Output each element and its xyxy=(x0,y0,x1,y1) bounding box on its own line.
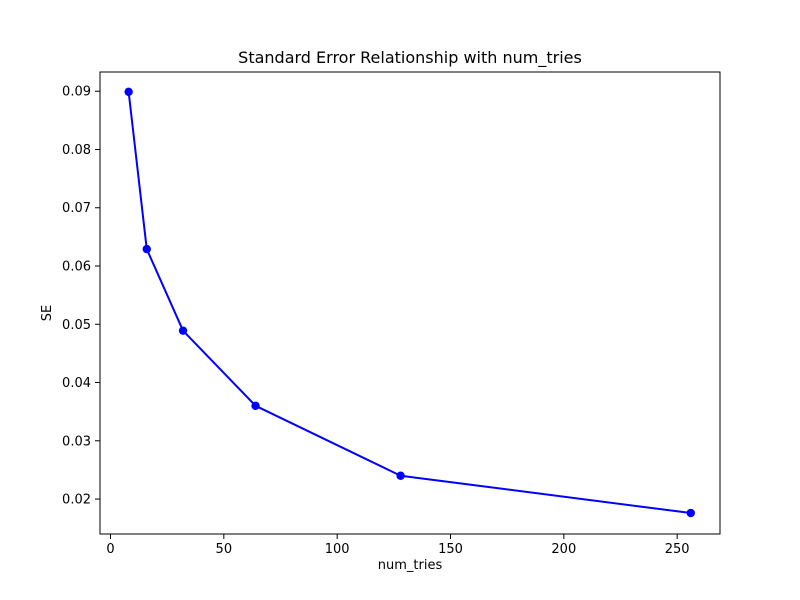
x-tick-label: 250 xyxy=(665,542,690,557)
x-axis-label: num_tries xyxy=(377,558,443,573)
y-tick-label: 0.08 xyxy=(62,143,91,158)
se-line xyxy=(127,90,692,515)
data-point-marker xyxy=(178,326,188,335)
data-point-marker xyxy=(251,401,260,411)
x-tick-label: 150 xyxy=(438,542,463,557)
data-point-marker xyxy=(686,508,695,518)
y-tick-label: 0.05 xyxy=(62,318,91,333)
x-tick-label: 50 xyxy=(216,542,233,557)
axes-spines xyxy=(99,71,721,535)
chart-title: Standard Error Relationship with num_tri… xyxy=(238,48,582,67)
x-tick-label: 0 xyxy=(106,542,114,557)
y-tick-label: 0.06 xyxy=(62,260,91,275)
y-tick-label: 0.04 xyxy=(62,376,91,391)
y-tick-label: 0.09 xyxy=(62,85,91,100)
data-point-marker xyxy=(124,87,133,97)
data-point-marker xyxy=(396,471,405,480)
x-tick-label: 200 xyxy=(551,542,576,557)
y-tick-label: 0.07 xyxy=(62,201,91,216)
y-tick-label: 0.03 xyxy=(62,434,91,449)
x-tick-label: 100 xyxy=(325,542,350,557)
y-tick-label: 0.02 xyxy=(62,493,91,508)
data-point-marker xyxy=(142,244,151,254)
